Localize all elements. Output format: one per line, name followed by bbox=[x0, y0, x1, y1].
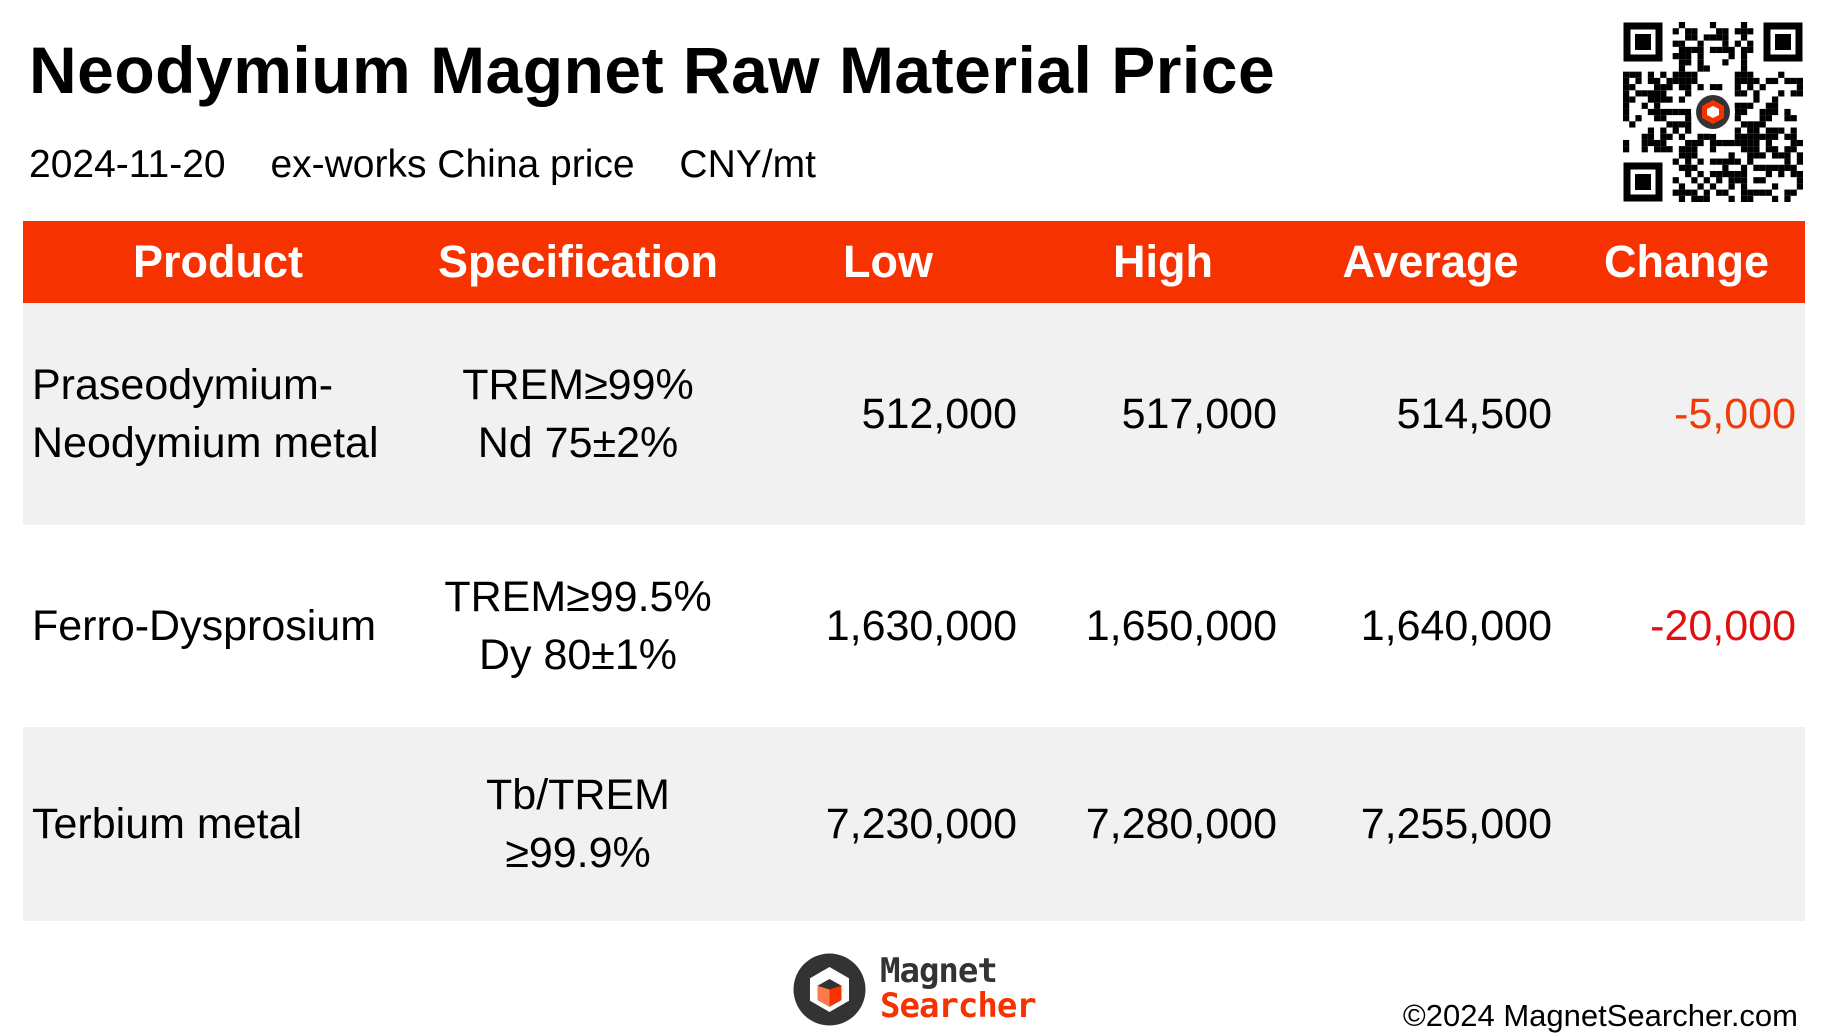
subtitle: 2024-11-20 ex-works China price CNY/mt bbox=[29, 140, 850, 190]
header-specification: Specification bbox=[437, 236, 719, 287]
header-product: Product bbox=[132, 236, 303, 287]
table-row: Praseodymium- Neodymium metal TREM≥99% N… bbox=[23, 303, 1805, 525]
header-low: Low bbox=[843, 236, 933, 287]
spec-line: TREM≥99.5% bbox=[444, 573, 712, 621]
spec-line: Dy 80±1% bbox=[478, 631, 678, 679]
price-table: Product Specification Low High Average C… bbox=[23, 221, 1805, 921]
high-price: 517,000 bbox=[1121, 390, 1277, 438]
average-price: 7,255,000 bbox=[1360, 800, 1552, 848]
spec-cell: TREM≥99% Nd 75±2% bbox=[413, 303, 743, 525]
brand-line-2: Searcher bbox=[880, 986, 1037, 1026]
product-cell: Praseodymium- Neodymium metal bbox=[23, 303, 413, 525]
table-header-row: Product Specification Low High Average C… bbox=[23, 221, 1805, 303]
qr-code-icon[interactable] bbox=[1623, 22, 1803, 202]
high-price: 7,280,000 bbox=[1085, 800, 1277, 848]
product-name-line: Neodymium metal bbox=[32, 419, 379, 467]
average-price: 1,640,000 bbox=[1360, 602, 1552, 650]
price-change bbox=[1568, 727, 1805, 921]
low-price: 7,230,000 bbox=[825, 800, 1017, 848]
price-date: 2024-11-20 bbox=[29, 143, 226, 186]
header-change: Change bbox=[1603, 236, 1769, 287]
price-change: -5,000 bbox=[1674, 390, 1796, 438]
header-high: High bbox=[1113, 236, 1213, 287]
spec-line: TREM≥99% bbox=[462, 361, 694, 409]
magnet-searcher-logo-icon bbox=[793, 953, 866, 1026]
average-price: 514,500 bbox=[1396, 390, 1552, 438]
product-cell: Terbium metal bbox=[23, 727, 413, 921]
product-name-line: Terbium metal bbox=[32, 800, 303, 848]
low-price: 512,000 bbox=[861, 390, 1017, 438]
spec-cell: Tb/TREM ≥99.9% bbox=[413, 727, 743, 921]
table-row: Terbium metal Tb/TREM ≥99.9% 7,230,000 7… bbox=[23, 727, 1805, 921]
brand-wordmark: Magnet Searcher bbox=[880, 951, 1037, 1026]
spec-cell: TREM≥99.5% Dy 80±1% bbox=[413, 525, 743, 727]
product-cell: Ferro-Dysprosium bbox=[23, 525, 413, 727]
spec-line: Nd 75±2% bbox=[477, 419, 679, 467]
copyright-notice: ©2024 MagnetSearcher.com bbox=[1402, 998, 1798, 1033]
product-name-line: Praseodymium- bbox=[32, 361, 334, 409]
low-price: 1,630,000 bbox=[825, 602, 1017, 650]
spec-line: Tb/TREM bbox=[486, 771, 670, 819]
product-name-line: Ferro-Dysprosium bbox=[32, 602, 377, 650]
page-title: Neodymium Magnet Raw Material Price bbox=[29, 33, 1276, 107]
price-unit: CNY/mt bbox=[679, 143, 816, 186]
spec-line: ≥99.9% bbox=[505, 829, 651, 877]
price-change: -20,000 bbox=[1650, 602, 1796, 650]
table-row: Ferro-Dysprosium TREM≥99.5% Dy 80±1% 1,6… bbox=[23, 525, 1805, 727]
brand-line-1: Magnet bbox=[880, 951, 998, 991]
high-price: 1,650,000 bbox=[1085, 602, 1277, 650]
price-basis: ex-works China price bbox=[270, 143, 635, 186]
header-average: Average bbox=[1342, 236, 1519, 287]
